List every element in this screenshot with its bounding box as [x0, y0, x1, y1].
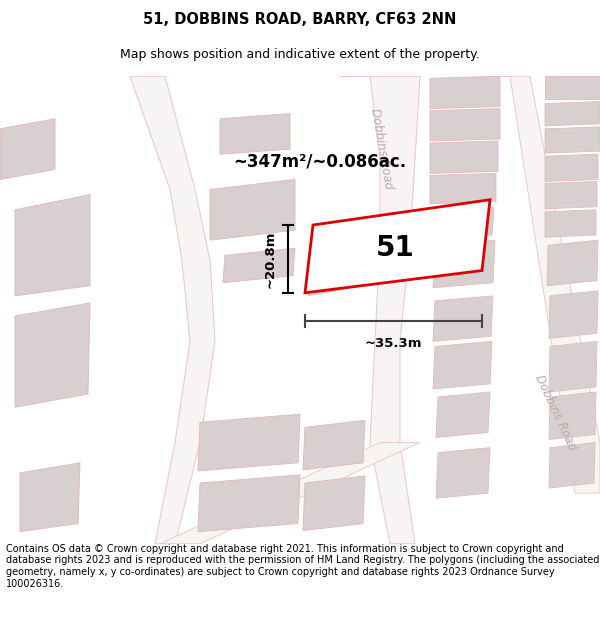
Polygon shape [549, 392, 596, 439]
Polygon shape [340, 76, 420, 544]
Polygon shape [223, 248, 295, 282]
Polygon shape [0, 119, 55, 179]
Polygon shape [436, 392, 490, 438]
Polygon shape [545, 210, 596, 237]
Text: Dobbins Road: Dobbins Road [532, 372, 578, 452]
Text: ~35.3m: ~35.3m [365, 337, 422, 350]
Polygon shape [430, 141, 498, 173]
Polygon shape [545, 76, 600, 99]
Polygon shape [303, 420, 365, 470]
Text: Contains OS data © Crown copyright and database right 2021. This information is : Contains OS data © Crown copyright and d… [6, 544, 599, 589]
Polygon shape [433, 341, 492, 389]
Text: ~20.8m: ~20.8m [263, 230, 277, 288]
Polygon shape [545, 127, 600, 153]
Polygon shape [198, 475, 300, 532]
Polygon shape [305, 200, 490, 292]
Polygon shape [430, 173, 496, 204]
Polygon shape [20, 462, 80, 532]
Text: Map shows position and indicative extent of the property.: Map shows position and indicative extent… [120, 48, 480, 61]
Polygon shape [430, 76, 500, 109]
Polygon shape [545, 154, 598, 181]
Polygon shape [430, 109, 500, 141]
Polygon shape [15, 194, 90, 296]
Polygon shape [430, 208, 494, 237]
Polygon shape [549, 442, 595, 488]
Polygon shape [549, 291, 598, 338]
Polygon shape [15, 303, 90, 407]
Polygon shape [433, 296, 493, 341]
Polygon shape [210, 179, 295, 240]
Polygon shape [545, 181, 597, 209]
Polygon shape [220, 114, 290, 154]
Polygon shape [303, 476, 365, 531]
Polygon shape [490, 76, 600, 493]
Polygon shape [436, 448, 490, 498]
Polygon shape [547, 240, 598, 286]
Polygon shape [198, 414, 300, 471]
Text: 51, DOBBINS ROAD, BARRY, CF63 2NN: 51, DOBBINS ROAD, BARRY, CF63 2NN [143, 11, 457, 26]
Polygon shape [160, 442, 420, 544]
Polygon shape [545, 101, 600, 126]
Polygon shape [130, 76, 215, 544]
Polygon shape [433, 240, 495, 288]
Text: Dobbins Road: Dobbins Road [368, 107, 395, 191]
Polygon shape [549, 341, 597, 392]
Text: 51: 51 [376, 234, 415, 262]
Text: ~347m²/~0.086ac.: ~347m²/~0.086ac. [233, 152, 407, 170]
Polygon shape [308, 245, 365, 296]
